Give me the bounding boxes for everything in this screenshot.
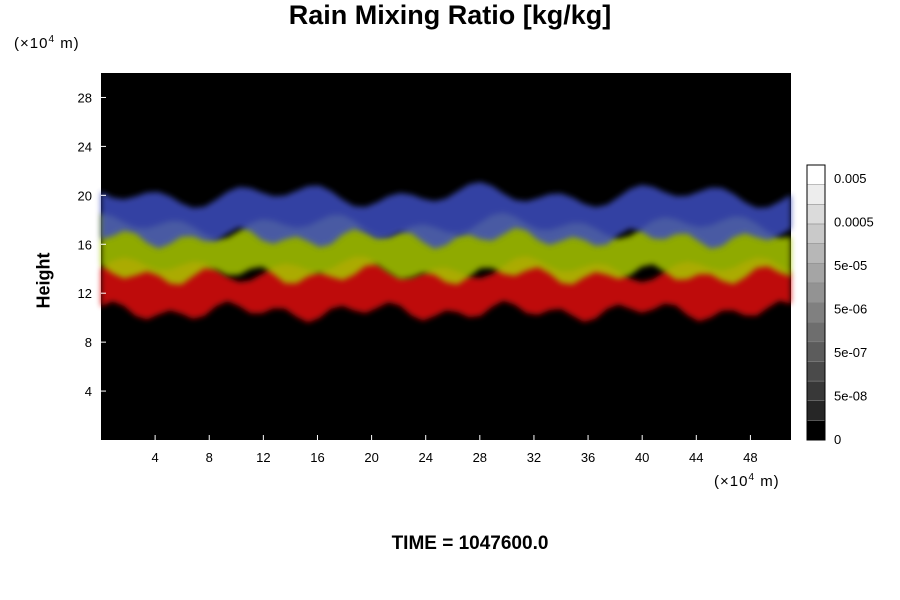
- colorbar-label: 0.0005: [834, 215, 874, 230]
- colorbar-label: 0: [834, 432, 841, 447]
- colorbar-label: 5e-07: [834, 345, 867, 360]
- y-tick-label: 12: [78, 286, 92, 301]
- x-tick-label: 32: [527, 450, 541, 465]
- x-tick-label: 16: [310, 450, 324, 465]
- colorbar-level: [806, 262, 826, 284]
- y-axis-unit: (×104 m): [14, 34, 80, 52]
- x-tick-label: 24: [418, 450, 432, 465]
- colorbar-level: [806, 380, 826, 401]
- colorbar-level: [806, 184, 826, 205]
- x-tick-label: 8: [206, 450, 213, 465]
- colorbar-level: [806, 204, 826, 225]
- x-tick-label: 4: [152, 450, 159, 465]
- chart-title: Rain Mixing Ratio [kg/kg]: [288, 0, 612, 30]
- y-tick-label: 4: [85, 384, 92, 399]
- x-tick-label: 28: [473, 450, 487, 465]
- x-tick-label: 20: [364, 450, 378, 465]
- colorbar-level: [806, 302, 826, 323]
- colorbar-level: [806, 321, 826, 343]
- colorbar-level: [806, 164, 826, 185]
- colorbar-label: 5e-06: [834, 302, 867, 317]
- colorbar-label: 5e-05: [834, 258, 867, 273]
- y-ticks: 4 8 12 16 20 24 28: [78, 90, 106, 399]
- time-label: TIME = 1047600.0: [391, 533, 549, 554]
- x-tick-label: 12: [256, 450, 270, 465]
- x-tick-label: 44: [689, 450, 703, 465]
- colorbar-level: [806, 361, 826, 382]
- x-tick-label: 40: [635, 450, 649, 465]
- colorbar: 0.005 0.0005 5e-05 5e-06 5e-07 5e-08 0: [806, 164, 874, 447]
- y-tick-label: 24: [78, 139, 92, 154]
- x-tick-label: 48: [743, 450, 757, 465]
- colorbar-level: [806, 400, 826, 421]
- x-tick-label: 36: [581, 450, 595, 465]
- x-ticks: 4 8 12 16 20 24 28 32 36 40 44 48: [152, 435, 758, 465]
- colorbar-label: 0.005: [834, 171, 867, 186]
- colorbar-label: 5e-08: [834, 389, 867, 404]
- x-axis-unit: (×104 m): [714, 472, 780, 490]
- colorbar-level: [806, 223, 826, 244]
- colorbar-level: [806, 341, 826, 362]
- y-tick-label: 16: [78, 237, 92, 252]
- colorbar-frame: [806, 164, 826, 441]
- field-layers: [101, 181, 791, 323]
- layer-blue: [101, 181, 791, 249]
- colorbar-level: [806, 282, 826, 303]
- colorbar-level: [806, 420, 826, 441]
- y-tick-label: 28: [78, 90, 92, 105]
- y-tick-label: 20: [78, 188, 92, 203]
- y-tick-label: 8: [85, 335, 92, 350]
- colorbar-level: [806, 243, 826, 264]
